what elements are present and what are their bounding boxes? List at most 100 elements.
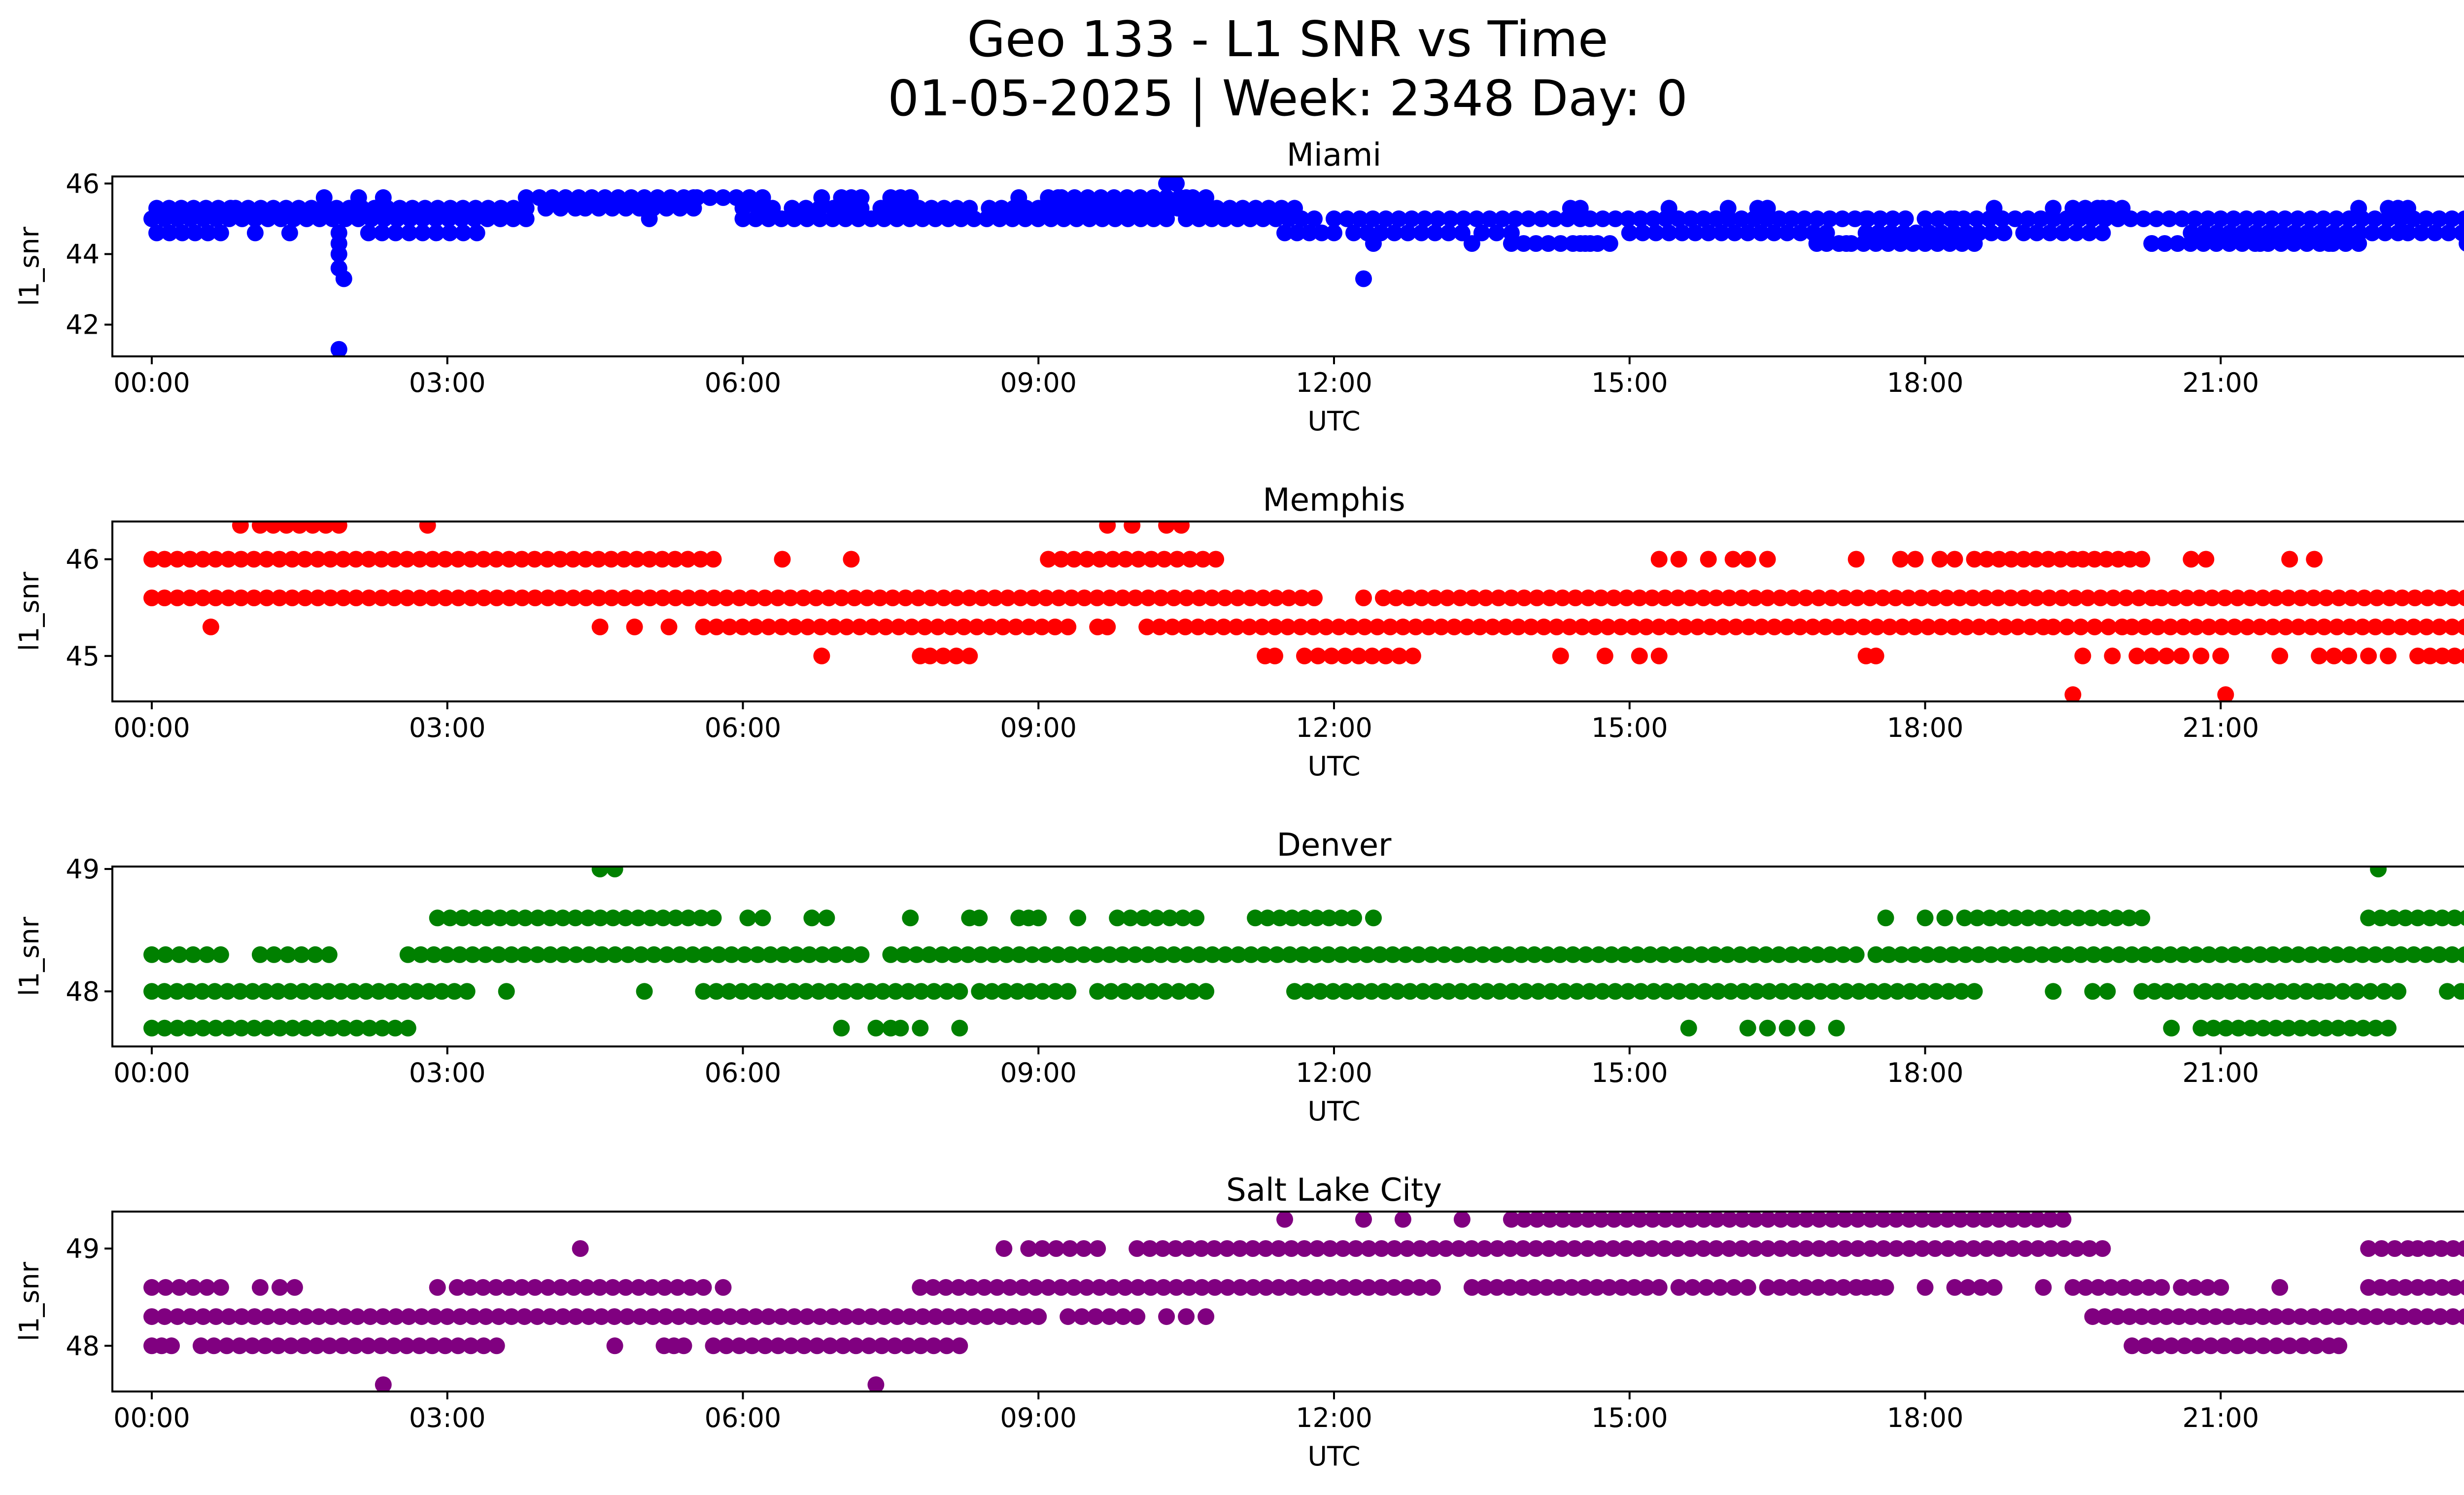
- data-point: [1491, 983, 1508, 1000]
- data-point: [1011, 946, 1028, 963]
- data-point: [1772, 1240, 1789, 1257]
- data-point: [2059, 946, 2077, 963]
- data-point: [2394, 590, 2411, 606]
- data-point: [297, 1308, 314, 1325]
- data-point: [731, 1337, 748, 1355]
- data-point: [373, 1337, 389, 1355]
- data-point: [940, 210, 957, 227]
- data-point: [1644, 210, 1662, 227]
- x-tick-label: 00:00: [113, 1057, 190, 1088]
- data-point: [2015, 224, 2032, 242]
- data-point: [1904, 235, 1921, 252]
- data-point: [2453, 983, 2464, 1000]
- data-point: [1978, 551, 1995, 568]
- data-point: [886, 1337, 903, 1355]
- data-point: [1660, 224, 1677, 242]
- data-point: [972, 946, 990, 963]
- data-point: [961, 647, 978, 664]
- data-point: [181, 1019, 199, 1037]
- data-point: [1941, 235, 1958, 252]
- data-point: [207, 1019, 224, 1037]
- data-point: [1748, 983, 1765, 1000]
- data-point: [1929, 210, 1947, 227]
- data-point: [786, 1308, 803, 1325]
- data-point: [1784, 1279, 1802, 1296]
- data-point: [1656, 1240, 1674, 1257]
- data-point: [2034, 946, 2051, 963]
- data-point: [2094, 200, 2111, 217]
- data-point: [760, 1308, 777, 1325]
- data-point: [971, 909, 988, 927]
- data-point: [399, 590, 416, 606]
- data-point: [2092, 590, 2109, 606]
- data-point: [2042, 1211, 2059, 1228]
- data-point: [2186, 1279, 2203, 1296]
- data-point: [606, 866, 623, 877]
- data-point: [1515, 590, 1533, 606]
- data-point: [330, 245, 347, 263]
- data-point: [1255, 946, 1272, 963]
- data-point: [963, 1279, 980, 1296]
- data-point: [281, 224, 298, 242]
- data-point: [1907, 618, 1924, 635]
- data-point: [1861, 590, 1879, 606]
- data-point: [1191, 590, 1208, 606]
- data-point: [902, 189, 919, 206]
- data-point: [1025, 590, 1042, 606]
- data-point: [1119, 189, 1136, 206]
- data-point: [2215, 1337, 2232, 1355]
- data-point: [1567, 590, 1584, 606]
- data-point: [1779, 1019, 1796, 1037]
- data-point: [198, 1279, 215, 1296]
- data-point: [1060, 983, 1077, 1000]
- data-point: [1322, 1240, 1338, 1257]
- data-point: [335, 590, 352, 606]
- data-point: [1876, 983, 1893, 1000]
- data-point: [1283, 1279, 1300, 1296]
- data-point: [912, 647, 929, 664]
- data-point: [2054, 1211, 2072, 1228]
- data-point: [641, 551, 658, 568]
- data-point: [2176, 1337, 2193, 1355]
- data-point: [526, 551, 543, 568]
- data-point: [2267, 590, 2284, 606]
- data-point: [984, 983, 1000, 1000]
- data-point: [1642, 946, 1659, 963]
- data-point: [2148, 210, 2165, 227]
- data-point: [2307, 1337, 2325, 1355]
- data-point: [2306, 551, 2323, 568]
- data-point: [1487, 946, 1505, 963]
- data-point: [1017, 210, 1034, 227]
- data-point: [182, 1308, 199, 1325]
- data-point: [143, 1019, 160, 1037]
- data-point: [2187, 210, 2204, 227]
- data-point: [1241, 618, 1258, 635]
- data-point: [1606, 1211, 1623, 1228]
- data-point: [1173, 521, 1190, 534]
- data-point: [1463, 235, 1480, 252]
- data-point: [143, 1279, 160, 1296]
- data-point: [1350, 647, 1367, 664]
- data-point: [2281, 551, 2298, 568]
- data-point: [2230, 1019, 2247, 1037]
- data-point: [821, 1337, 839, 1355]
- data-point: [1060, 618, 1077, 635]
- data-point: [542, 946, 559, 963]
- data-point: [2156, 235, 2173, 252]
- data-point: [927, 210, 944, 227]
- data-point: [259, 1308, 276, 1325]
- data-point: [2409, 1279, 2427, 1296]
- data-point: [1687, 224, 1704, 242]
- data-point: [1772, 1211, 1789, 1228]
- data-point: [940, 1308, 957, 1325]
- data-point: [1448, 946, 1466, 963]
- data-point: [2373, 1240, 2390, 1257]
- data-point: [1474, 946, 1491, 963]
- data-point: [1797, 1279, 1814, 1296]
- data-point: [1343, 618, 1360, 635]
- data-point: [1607, 983, 1624, 1000]
- data-point: [2457, 619, 2464, 635]
- data-point: [1752, 224, 1770, 242]
- data-point: [1875, 1211, 1892, 1228]
- data-point: [741, 189, 758, 206]
